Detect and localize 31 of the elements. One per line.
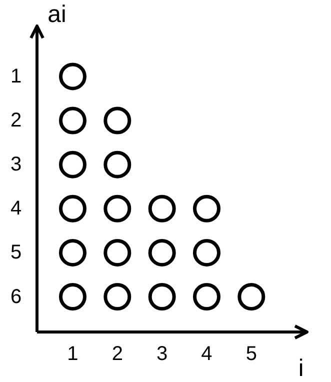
point bbox=[58, 150, 86, 178]
point bbox=[58, 106, 86, 134]
point bbox=[58, 283, 86, 311]
point bbox=[238, 283, 266, 311]
x-tick-label: 4 bbox=[201, 343, 212, 365]
x-tick-label: 2 bbox=[112, 343, 123, 365]
y-tick-label: 2 bbox=[10, 110, 22, 132]
y-tick-label: 6 bbox=[10, 286, 22, 308]
x-tick-label: 5 bbox=[246, 343, 257, 365]
point bbox=[58, 238, 86, 266]
point bbox=[104, 150, 132, 178]
point bbox=[192, 194, 220, 222]
x-tick-label: 3 bbox=[156, 343, 168, 365]
x-tick-label: 1 bbox=[67, 343, 78, 365]
point bbox=[104, 283, 132, 311]
point bbox=[148, 283, 176, 311]
point bbox=[58, 194, 86, 222]
point bbox=[148, 238, 176, 266]
point bbox=[104, 238, 132, 266]
point bbox=[192, 238, 220, 266]
y-tick-label: 3 bbox=[10, 154, 22, 176]
y-tick-label: 4 bbox=[10, 198, 22, 220]
point bbox=[192, 283, 220, 311]
point bbox=[148, 194, 176, 222]
x-axis-title: i bbox=[298, 355, 304, 382]
y-tick-label: 5 bbox=[10, 242, 22, 264]
y-tick-label: 1 bbox=[10, 65, 22, 88]
point bbox=[104, 194, 132, 222]
y-axis-title: ai bbox=[48, 1, 66, 28]
point bbox=[104, 106, 132, 134]
point bbox=[58, 62, 86, 90]
